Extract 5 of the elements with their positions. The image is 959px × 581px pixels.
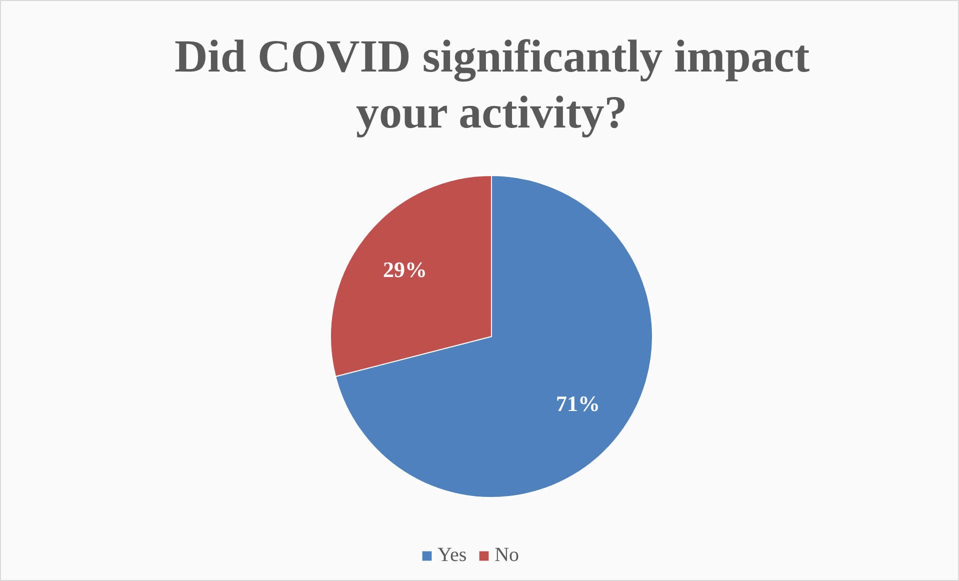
- chart-title: Did COVID significantly impact your activity?: [174, 30, 810, 138]
- data-label: 29%: [382, 256, 427, 282]
- data-label: 71%: [556, 391, 600, 416]
- legend-label: Yes: [438, 544, 467, 567]
- legend-label: No: [494, 544, 520, 567]
